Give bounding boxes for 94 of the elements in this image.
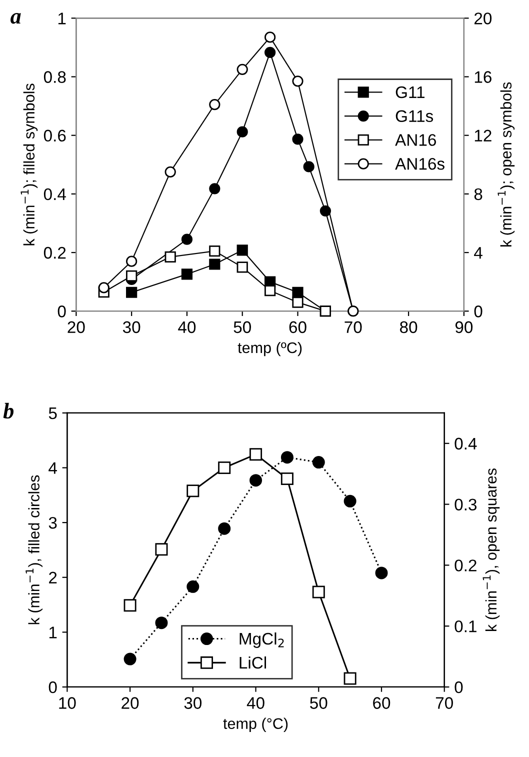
point (292, 76, 304, 87)
y-tick-label: 1 (58, 12, 66, 24)
point (181, 268, 193, 280)
x-tick-label: 30 (184, 697, 202, 709)
x-tick-label: 10 (59, 697, 76, 709)
point (312, 456, 325, 469)
text: a (10, 13, 21, 24)
y-tick-label: 0.8 (44, 71, 66, 83)
y2-tick-label: 20 (474, 12, 492, 24)
point (209, 99, 220, 110)
y-tick-label: 0 (58, 306, 66, 318)
point (164, 251, 176, 262)
point (98, 282, 110, 294)
y2-tick-label: 16 (474, 71, 492, 83)
x-tick-label: 30 (122, 321, 140, 334)
legend-label: LiCl (240, 656, 266, 669)
point (280, 472, 294, 485)
x-tick-label: 20 (68, 321, 85, 334)
point (312, 586, 325, 598)
point (164, 166, 176, 178)
y2-tick-label: 0.3 (454, 498, 477, 510)
y-tick-label: 0 (48, 681, 57, 694)
y-tick-label: 2 (49, 572, 57, 584)
point (303, 161, 314, 172)
y-tick-label: 0.4 (44, 188, 66, 200)
y2-tick-label: 4 (474, 247, 482, 259)
point (264, 285, 276, 296)
point (124, 652, 136, 666)
x-axis-title: temp (°C) (223, 718, 288, 732)
y-tick-label: 3 (48, 516, 57, 529)
y-tick-label: 0.6 (44, 130, 66, 142)
point (126, 256, 138, 267)
legend-label: MgCl$_{2}$ (240, 632, 284, 648)
y2-tick-label: 0 (454, 681, 463, 694)
point (209, 258, 220, 270)
point (218, 522, 231, 535)
x-tick-label: 70 (436, 697, 453, 709)
y-axis-title: k (min$^{−1}$); filled symbols (20, 84, 38, 246)
point (375, 566, 388, 580)
x-tick-label: 40 (246, 697, 264, 709)
point (126, 286, 138, 298)
y2-tick-label: 0.1 (454, 620, 476, 632)
point (126, 270, 138, 282)
point (209, 183, 220, 194)
y2-axis-title: k (min$^{−1}$), open squares (482, 468, 500, 631)
y2-tick-label: 8 (474, 188, 482, 200)
y-tick-label: 5 (48, 408, 57, 420)
point (344, 672, 356, 685)
point (292, 296, 304, 308)
point (344, 494, 356, 508)
point (209, 246, 220, 257)
x-tick-label: 70 (344, 321, 362, 334)
point (250, 448, 262, 461)
y-tick-label: 4 (48, 462, 57, 474)
x-tick-label: 80 (400, 321, 418, 334)
y2-tick-label: 0.2 (454, 560, 476, 572)
x-tick-label: 50 (234, 321, 251, 334)
point (250, 474, 262, 487)
x-tick-label: 50 (310, 697, 328, 709)
x-tick-label: 60 (373, 697, 390, 709)
y2-tick-label: 0.4 (454, 438, 477, 450)
point (292, 286, 304, 298)
point (155, 543, 168, 556)
legend-label: G11s (396, 110, 434, 122)
x-axis-title: temp (ºC) (238, 342, 302, 356)
point (236, 262, 248, 273)
legend-label: G11 (396, 86, 424, 98)
y2-tick-label: 12 (474, 130, 492, 142)
point (236, 126, 248, 138)
point (280, 451, 294, 464)
point (264, 46, 276, 58)
text: b (3, 402, 14, 419)
y2-tick-label: 0 (474, 306, 482, 318)
point (236, 244, 248, 256)
x-tick-label: 20 (122, 697, 139, 709)
point (292, 134, 304, 145)
legend-label: AN16 (395, 134, 436, 146)
x-tick-label: 90 (455, 321, 473, 334)
point (264, 32, 276, 43)
point (124, 599, 136, 612)
point (186, 580, 200, 593)
y2-axis-title: k (min$^{−1}$); open symbols (498, 82, 515, 246)
x-tick-label: 40 (178, 321, 196, 334)
y-tick-label: 1 (49, 626, 57, 638)
point (181, 234, 193, 245)
point (236, 64, 248, 75)
y-axis-title: k (min$^{−1}$), filled circles (26, 475, 42, 624)
point (155, 616, 168, 630)
point (186, 484, 200, 498)
point (218, 462, 231, 474)
x-tick-label: 60 (289, 321, 306, 334)
point (320, 205, 332, 216)
y-tick-label: 0.2 (44, 246, 66, 259)
legend-label: AN16s (395, 158, 444, 170)
